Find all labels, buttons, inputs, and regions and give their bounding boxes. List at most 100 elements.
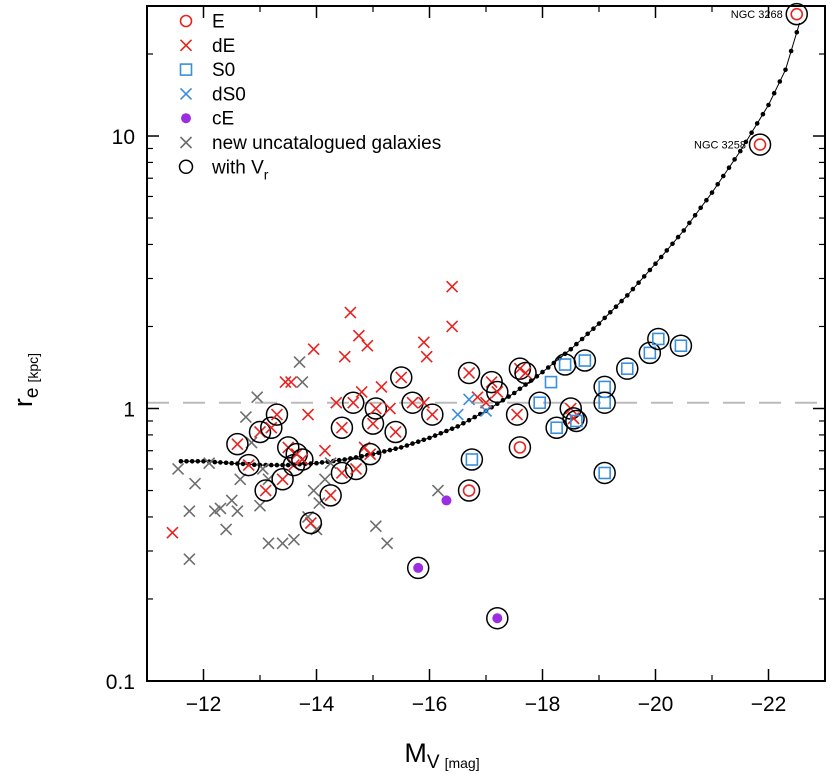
point-s0: [598, 466, 611, 480]
model-curve-dot: [466, 417, 472, 423]
legend-marker: [179, 63, 193, 76]
point-de: [265, 421, 278, 434]
model-curve-dot: [687, 220, 692, 226]
y-axis-unit: [kpc]: [25, 353, 41, 383]
legend-label: cE: [212, 109, 234, 130]
point-s0: [620, 362, 634, 375]
point-new-uncatalogued-galaxies: [253, 499, 267, 512]
point-new-uncatalogued-galaxies: [234, 473, 247, 486]
point-new-uncatalogued-galaxies: [381, 537, 394, 550]
model-curve-dot: [218, 460, 223, 465]
y-axis-label: r: [8, 398, 38, 407]
point-vr-ring: [553, 353, 577, 376]
model-curve-dot: [382, 449, 387, 454]
point-vr-ring: [593, 391, 616, 414]
model-curve-dot: [585, 331, 590, 337]
model-curve-dot: [342, 457, 348, 462]
point-s0: [674, 339, 688, 353]
point-ce: [441, 495, 452, 506]
point-vr-ring: [460, 448, 484, 471]
point-vr-ring: [508, 436, 532, 459]
model-curve-dot: [178, 459, 184, 464]
point-vr-ring: [669, 334, 693, 357]
legend-label: S0: [212, 60, 235, 81]
model-curve-dot: [398, 445, 404, 450]
point-new-uncatalogued-galaxies: [287, 533, 300, 546]
data-points-layer: [166, 2, 808, 630]
point-vr-ring: [341, 391, 365, 414]
point-vr-ring: [748, 133, 772, 156]
model-curve-dot: [540, 369, 545, 375]
model-curve-dot: [461, 421, 466, 426]
legend-marker: [179, 14, 193, 28]
point-vr-ring: [545, 416, 568, 439]
model-curve-dot: [738, 148, 743, 154]
point-vr-ring: [330, 416, 354, 439]
point-vr-ring: [364, 397, 388, 420]
axis-ticks-layer: −12 −14 −16 −18 −20 −22 0.1 1 10: [106, 6, 826, 716]
model-curve-dot: [252, 462, 257, 468]
point-de: [335, 421, 348, 434]
point-new-uncatalogued-galaxies: [172, 462, 185, 476]
point-vr-ring: [647, 327, 670, 351]
point-new-uncatalogued-galaxies: [296, 376, 309, 389]
point-vr-ring: [319, 484, 342, 507]
point-s0: [533, 396, 546, 410]
point-de: [330, 396, 343, 409]
point-de: [513, 362, 526, 375]
model-curve-dot: [698, 205, 703, 211]
point-s0: [578, 354, 592, 367]
model-curve-dot: [415, 439, 421, 445]
x-tick-label: −16: [412, 693, 448, 716]
model-curve-dot: [319, 460, 325, 465]
point-de: [420, 350, 433, 363]
model-curve-dot: [427, 435, 432, 441]
model-curve-dot: [432, 433, 438, 438]
model-curve-dot: [783, 67, 788, 73]
model-curve-dot: [647, 267, 653, 273]
point-de: [270, 408, 284, 421]
point-vr-ring: [299, 511, 323, 535]
y-tick-label: 0.1: [106, 671, 135, 694]
model-curve-dot: [726, 165, 732, 170]
model-curve-dot: [444, 428, 449, 434]
annotations-layer: NGC 3268 NGC 3258: [694, 9, 783, 151]
point-new-uncatalogued-galaxies: [313, 496, 326, 510]
legend-marker: [181, 113, 191, 124]
point-vr-ring: [390, 366, 413, 389]
point-de: [446, 280, 459, 293]
point-de: [364, 448, 377, 461]
legend-label: dS0: [212, 84, 246, 105]
model-curve-dot: [274, 462, 280, 468]
point-vr-ring: [562, 407, 585, 430]
point-new-uncatalogued-galaxies: [293, 356, 306, 369]
model-curve-dot: [766, 102, 771, 108]
model-curve-dot: [574, 341, 579, 347]
model-curve-dot: [692, 213, 698, 218]
point-new-uncatalogued-galaxies: [225, 494, 238, 507]
point-s0: [598, 396, 611, 410]
model-curve-dot: [636, 280, 641, 286]
point-vr-ring: [505, 403, 529, 426]
point-de: [166, 526, 179, 539]
annotation-label: NGC 3258: [694, 140, 746, 152]
point-vr-ring: [486, 606, 509, 630]
point-new-uncatalogued-galaxies: [203, 457, 216, 470]
model-curve-dot: [410, 441, 415, 446]
point-vr-ring: [226, 432, 249, 456]
point-de: [338, 350, 351, 363]
point-new-uncatalogued-galaxies: [431, 484, 445, 497]
model-curve-dot: [591, 326, 596, 332]
point-new-uncatalogued-galaxies: [183, 553, 196, 566]
point-e: [753, 138, 767, 151]
model-curve-dot: [184, 459, 189, 464]
model-curve-dot: [596, 321, 602, 326]
legend-label-sub: r: [264, 166, 269, 182]
point-de: [259, 484, 272, 497]
point-s0: [558, 358, 572, 371]
point-de: [406, 396, 419, 409]
x-axis-unit: [mag]: [445, 755, 480, 771]
model-curve-dot: [777, 79, 783, 84]
point-new-uncatalogued-galaxies: [183, 505, 196, 518]
